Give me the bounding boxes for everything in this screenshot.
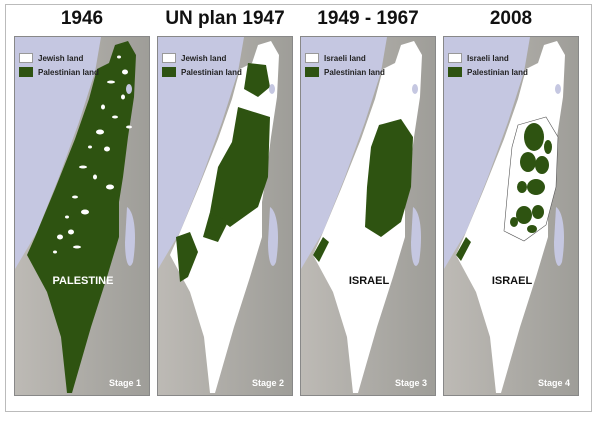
palestinian-enclave <box>520 152 536 172</box>
jewish-land-patch <box>68 229 74 235</box>
gaza-strip <box>456 237 471 261</box>
sea-of-galilee <box>126 84 132 94</box>
legend: Israeli land Palestinian land <box>305 53 385 81</box>
legend-item: Jewish land <box>162 53 242 63</box>
map <box>158 37 292 395</box>
region-label: ISRAEL <box>491 275 533 287</box>
jewish-land-patch <box>72 195 78 199</box>
stage-label: Stage 2 <box>251 378 284 388</box>
mediterranean-sea <box>444 37 530 269</box>
jewish-land-patch <box>65 215 69 219</box>
palestinian-enclave <box>524 123 544 151</box>
jewish-land-patch <box>81 209 89 215</box>
jewish-land-patch <box>106 184 114 190</box>
dead-sea <box>411 207 421 266</box>
mediterranean-sea <box>158 37 244 269</box>
mediterranean-sea <box>301 37 387 269</box>
region-label: ISRAEL <box>348 275 390 287</box>
legend-item: Palestinian land <box>448 67 528 77</box>
gaza-strip <box>313 237 329 262</box>
sea-of-galilee <box>555 84 561 94</box>
sea-of-galilee <box>412 84 418 94</box>
legend: Jewish land Palestinian land <box>162 53 242 81</box>
jewish-land-patch <box>121 94 125 100</box>
region-label: PALESTINE <box>52 275 114 287</box>
map-panel-4: Israeli land Palestinian land ISRAEL Sta… <box>443 36 579 396</box>
map <box>301 37 435 395</box>
palestinian-enclave <box>516 206 532 224</box>
map-panel-3: Israeli land Palestinian land ISRAEL Sta… <box>300 36 436 396</box>
legend-item: Palestinian land <box>19 67 99 77</box>
figure-frame <box>5 4 592 412</box>
white-swatch-icon <box>305 53 319 63</box>
jewish-land-patch <box>101 104 105 110</box>
map <box>15 37 149 395</box>
jewish-land-patch <box>73 245 81 249</box>
map-panel-1: Jewish land Palestinian land PALESTINE S… <box>14 36 150 396</box>
legend-item: Israeli land <box>305 53 385 63</box>
jewish-land-patch <box>126 125 132 129</box>
palestinian-enclave <box>527 225 537 233</box>
sea-of-galilee <box>269 84 275 94</box>
dead-sea <box>268 207 278 266</box>
panel-title: 2008 <box>489 8 533 29</box>
jewish-land-patch <box>57 234 63 240</box>
mediterranean-sea <box>15 37 101 269</box>
jewish-land-patch <box>112 115 118 119</box>
panel-title: 1949 - 1967 <box>317 8 419 29</box>
palestinian-enclave <box>517 181 527 193</box>
legend: Israeli land Palestinian land <box>448 53 528 81</box>
palestinian-region <box>244 63 270 97</box>
jewish-land-patch <box>122 69 128 75</box>
dead-sea <box>125 207 135 266</box>
map <box>444 37 578 395</box>
white-swatch-icon <box>448 53 462 63</box>
map-panel-2: Jewish land Palestinian land Stage 2 <box>157 36 293 396</box>
legend-item: Palestinian land <box>305 67 385 77</box>
green-swatch-icon <box>19 67 33 77</box>
stage-label: Stage 1 <box>108 378 141 388</box>
jewish-land-patch <box>53 250 57 254</box>
dead-sea <box>554 207 564 266</box>
jewish-land-patch <box>117 55 121 59</box>
green-swatch-icon <box>448 67 462 77</box>
legend-item: Israeli land <box>448 53 528 63</box>
jewish-land-patch <box>88 145 92 149</box>
legend: Jewish land Palestinian land <box>19 53 99 81</box>
palestinian-enclave <box>544 140 552 154</box>
palestinian-region <box>210 107 270 227</box>
palestinian-region <box>203 212 228 242</box>
green-swatch-icon <box>162 67 176 77</box>
palestinian-enclave <box>535 156 549 174</box>
panel-title: UN plan 1947 <box>165 8 285 29</box>
jewish-land-patch <box>96 129 104 135</box>
green-swatch-icon <box>305 67 319 77</box>
west-bank <box>365 119 413 237</box>
jewish-land-patch <box>93 174 97 180</box>
white-swatch-icon <box>19 53 33 63</box>
stage-label: Stage 3 <box>394 378 427 388</box>
legend-item: Jewish land <box>19 53 99 63</box>
legend-item: Palestinian land <box>162 67 242 77</box>
palestinian-region <box>176 232 198 282</box>
jewish-land-patch <box>104 146 110 152</box>
panel-title: 1946 <box>60 8 104 29</box>
jewish-land-patch <box>79 165 87 169</box>
palestinian-enclave <box>510 217 518 227</box>
stage-label: Stage 4 <box>537 378 570 388</box>
jewish-land-patch <box>107 80 115 84</box>
white-swatch-icon <box>162 53 176 63</box>
territory-outline <box>27 41 136 393</box>
palestinian-enclave <box>527 179 545 195</box>
palestinian-enclave <box>532 205 544 219</box>
